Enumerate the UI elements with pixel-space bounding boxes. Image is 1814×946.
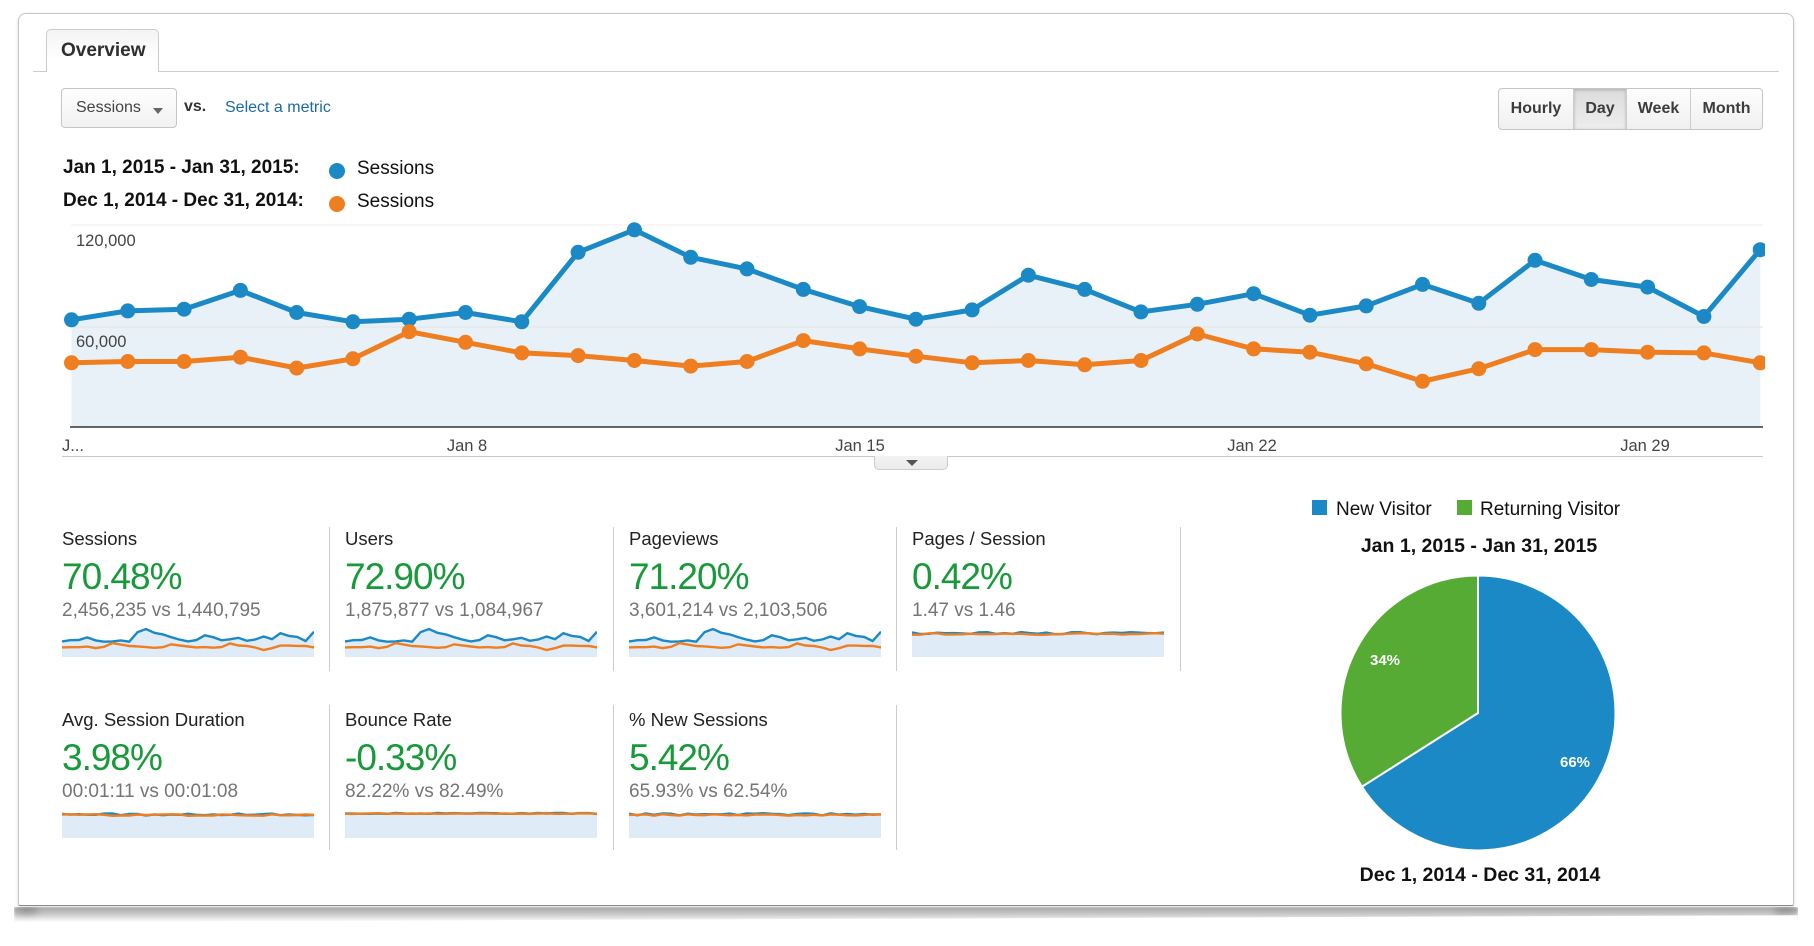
svg-text:J...: J... (62, 437, 84, 455)
svg-text:Jan 29: Jan 29 (1620, 437, 1670, 455)
svg-text:120,000: 120,000 (76, 232, 136, 250)
svg-text:34%: 34% (1370, 652, 1400, 669)
svg-text:Jan 22: Jan 22 (1227, 437, 1277, 455)
svg-text:66%: 66% (1560, 754, 1590, 771)
svg-text:Jan 15: Jan 15 (835, 437, 885, 455)
svg-text:Jan 8: Jan 8 (447, 437, 487, 455)
svg-text:60,000: 60,000 (76, 333, 126, 351)
